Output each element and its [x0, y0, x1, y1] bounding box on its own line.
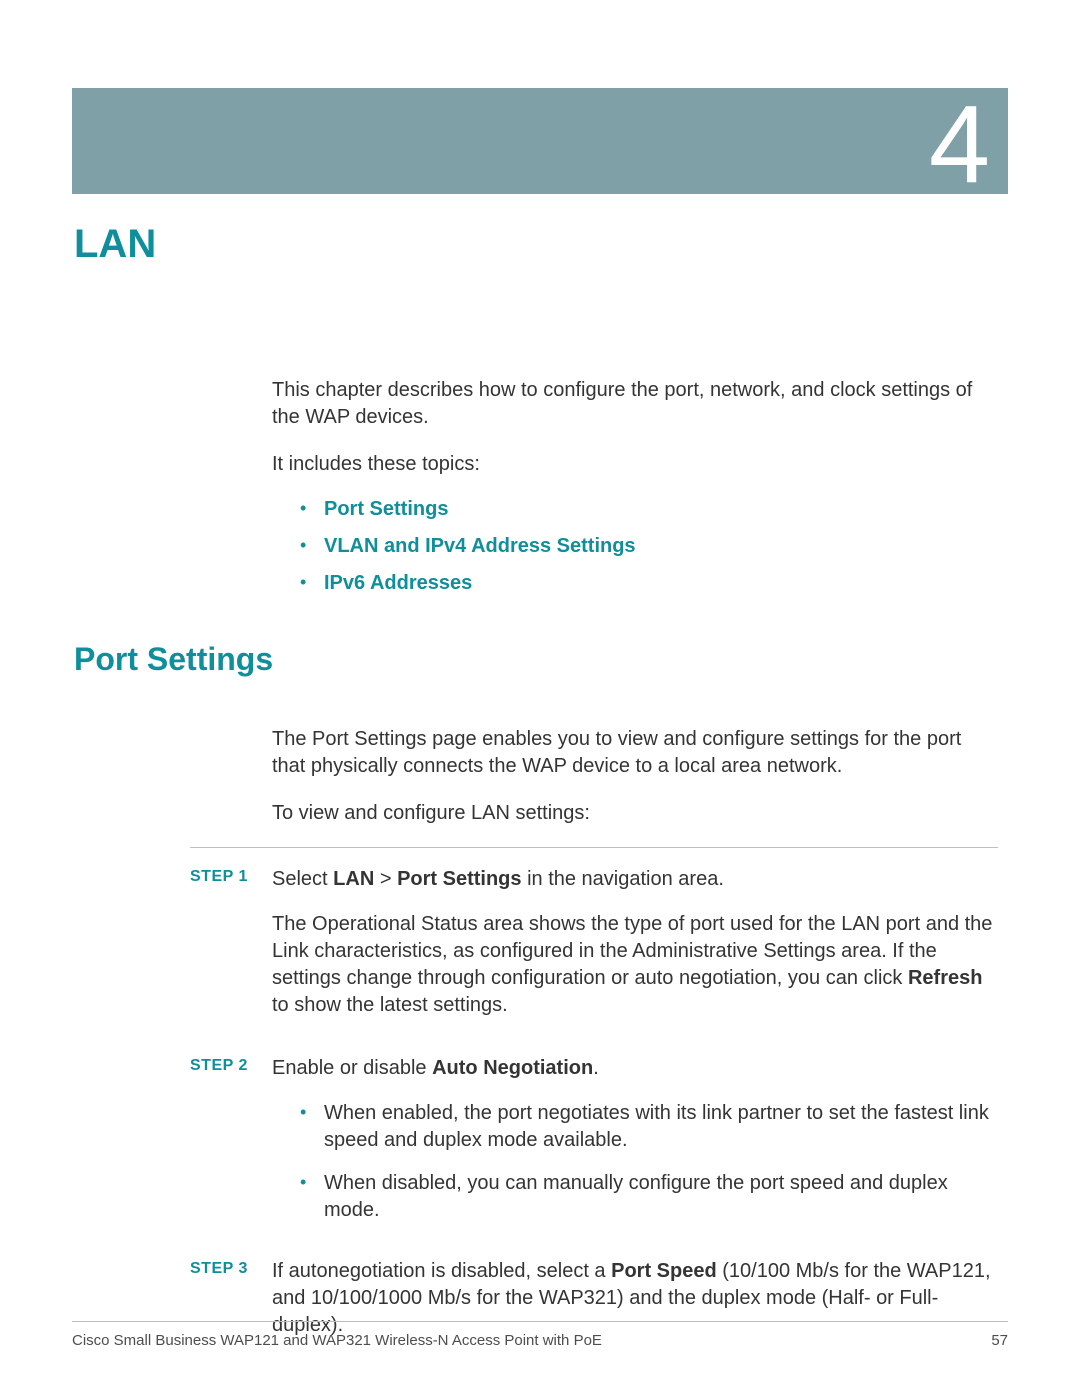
section-title: Port Settings [74, 641, 1008, 678]
intro-para-2: It includes these topics: [272, 451, 998, 478]
step-1-para: The Operational Status area shows the ty… [272, 911, 998, 1019]
topic-item: VLAN and IPv4 Address Settings [300, 535, 998, 558]
bullet-item: When enabled, the port negotiates with i… [300, 1100, 998, 1154]
page-footer: Cisco Small Business WAP121 and WAP321 W… [72, 1321, 1008, 1349]
bold-text: Refresh [908, 967, 982, 989]
chapter-title: LAN [74, 222, 1008, 267]
bold-text: Port Settings [397, 868, 521, 890]
topic-link-port-settings[interactable]: Port Settings [324, 498, 448, 520]
text: Enable or disable [272, 1057, 432, 1079]
text: > [374, 868, 397, 890]
footer-page-number: 57 [991, 1332, 1008, 1349]
step-label: STEP 2 [190, 1055, 272, 1240]
text: The Operational Status area shows the ty… [272, 913, 992, 989]
topic-link-ipv6[interactable]: IPv6 Addresses [324, 572, 472, 594]
section-intro: The Port Settings page enables you to vi… [272, 726, 998, 827]
bullet-item: When disabled, you can manually configur… [300, 1170, 998, 1224]
step-1-lead: Select LAN > Port Settings in the naviga… [272, 866, 998, 893]
text: If autonegotiation is disabled, select a [272, 1260, 611, 1282]
step-2-bullets: When enabled, the port negotiates with i… [300, 1100, 998, 1224]
section-para-2: To view and configure LAN settings: [272, 800, 998, 827]
step-1: STEP 1 Select LAN > Port Settings in the… [190, 866, 998, 1037]
steps-block: STEP 1 Select LAN > Port Settings in the… [190, 847, 998, 1357]
chapter-banner: 4 [72, 88, 1008, 194]
chapter-number: 4 [929, 90, 990, 200]
topic-link-vlan-ipv4[interactable]: VLAN and IPv4 Address Settings [324, 535, 636, 557]
bold-text: Auto Negotiation [432, 1057, 593, 1079]
text: in the navigation area. [522, 868, 724, 890]
topic-item: IPv6 Addresses [300, 572, 998, 595]
bold-text: Port Speed [611, 1260, 717, 1282]
text: Select [272, 868, 333, 890]
topic-item: Port Settings [300, 498, 998, 521]
footer-left: Cisco Small Business WAP121 and WAP321 W… [72, 1332, 602, 1349]
text: . [593, 1057, 599, 1079]
step-body: Enable or disable Auto Negotiation. When… [272, 1055, 998, 1240]
text: to show the latest settings. [272, 994, 508, 1016]
topic-list: Port Settings VLAN and IPv4 Address Sett… [300, 498, 998, 595]
intro-para-1: This chapter describes how to configure … [272, 377, 998, 431]
step-2-lead: Enable or disable Auto Negotiation. [272, 1055, 998, 1082]
intro-block: This chapter describes how to configure … [272, 377, 998, 595]
step-label: STEP 1 [190, 866, 272, 1037]
step-2: STEP 2 Enable or disable Auto Negotiatio… [190, 1055, 998, 1240]
bold-text: LAN [333, 868, 374, 890]
section-para-1: The Port Settings page enables you to vi… [272, 726, 998, 780]
page: 4 LAN This chapter describes how to conf… [0, 0, 1080, 1357]
step-body: Select LAN > Port Settings in the naviga… [272, 866, 998, 1037]
